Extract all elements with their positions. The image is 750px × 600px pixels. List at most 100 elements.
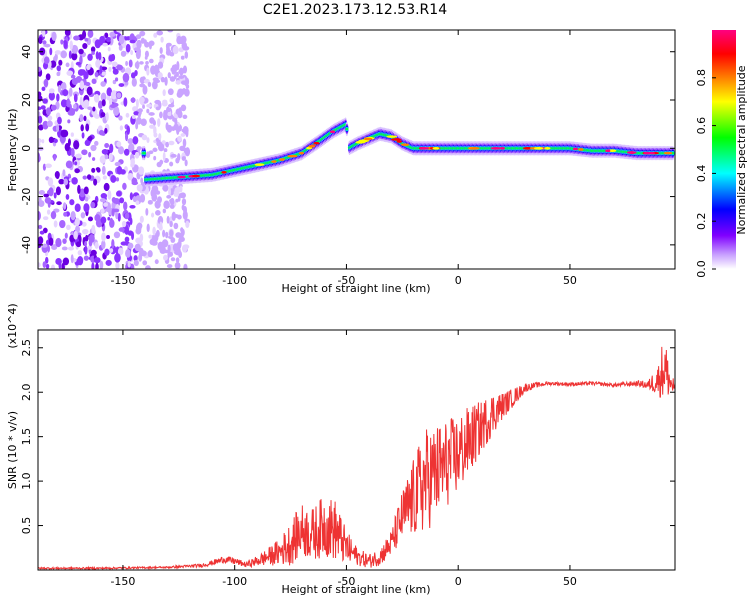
spectrogram-noise-blob (38, 189, 45, 195)
spectrogram-noise-blob (163, 249, 170, 254)
spectrogram-noise-blob (135, 200, 140, 205)
spectrogram-noise-blob (125, 60, 128, 67)
spectrogram-noise-blob (64, 232, 68, 239)
spectrogram-noise-blob (136, 222, 143, 230)
spectrogram-noise-blob (133, 259, 139, 266)
spectrogram-noise-blob (79, 96, 83, 106)
spectrogram-noise-blob (146, 103, 153, 108)
spectrogram-noise-blob (103, 182, 110, 192)
spectrogram-noise-blob (73, 35, 80, 41)
spectrogram-noise-blob (50, 210, 57, 220)
spectrogram-noise-blob (74, 161, 78, 166)
spectrogram-noise-blob (167, 72, 171, 79)
spectrogram-noise-blob (178, 75, 185, 79)
spectrogram-noise-blob (148, 58, 154, 64)
spectrogram-peak-spot (396, 140, 403, 143)
spectrogram-noise-blob (83, 71, 89, 80)
spectrogram-noise-blob (45, 256, 49, 264)
spectrogram-noise-blob (38, 115, 43, 124)
spectrogram-noise-blob (62, 169, 66, 177)
snr-ylabel: SNR (10 * v/v) (6, 411, 19, 489)
spectrogram-noise-blob (48, 187, 54, 197)
spectrogram-peak-spot (278, 158, 285, 161)
spectrogram-noise-blob (142, 104, 145, 109)
colorbar-tick-label: 0.2 (695, 212, 708, 230)
snr-panel: -150 -100 -50 0 50 0.5 1.0 1.5 2.0 2.5 Height of … (6, 303, 676, 596)
spectrogram-noise-blob (135, 122, 139, 130)
spectrogram-noise-blob (176, 35, 183, 45)
spectrogram-noise-blob (77, 250, 83, 256)
spectrogram-noise-blob (167, 30, 174, 33)
spectrogram-xtick-label: -50 (337, 274, 355, 287)
spectrogram-noise-blob (74, 168, 80, 174)
spectrogram-peak-spot (608, 149, 617, 153)
spectrogram-noise-blob (62, 238, 67, 244)
spectrogram-noise-blob (180, 80, 188, 85)
spectrogram-noise-blob (55, 258, 62, 265)
spectrogram-noise-blob (101, 165, 106, 176)
spectrogram-ridge-cell (345, 127, 349, 131)
spectrogram-noise-blob (98, 129, 105, 136)
spectrogram-noise-blob (41, 30, 46, 38)
spectrogram-xtick-label: -100 (222, 274, 247, 287)
spectrogram-noise-blob (157, 143, 165, 152)
spectrogram-noise-blob (71, 52, 78, 61)
spectrogram-noise-blob (130, 158, 136, 166)
spectrogram-noise-blob (86, 86, 93, 96)
spectrogram-noise-blob (60, 99, 68, 108)
spectrogram-noise-blob (118, 115, 123, 121)
spectrogram-noise-blob (152, 226, 156, 236)
spectrogram-noise-blob (131, 181, 139, 186)
spectrogram-noise-blob (83, 186, 89, 195)
spectrogram-panel: -150 -100 -50 0 50 -40 -20 0 20 40 Height of stra… (6, 29, 676, 295)
spectrogram-noise-blob (157, 196, 162, 204)
spectrogram-noise-blob (130, 263, 135, 269)
snr-multiplier: (x10^4) (6, 303, 19, 348)
spectrogram-peak-spot (298, 151, 305, 155)
spectrogram-noise-blob (146, 266, 150, 269)
spectrogram-noise-blob (169, 204, 175, 209)
spectrogram-noise-blob (61, 262, 65, 269)
spectrogram-noise-blob (103, 202, 109, 207)
spectrogram-noise-blob (82, 30, 87, 39)
spectrogram-noise-blob (117, 247, 124, 256)
spectrogram-noise-blob (147, 81, 152, 87)
spectrogram-noise-blob (180, 192, 186, 199)
spectrogram-noise-blob (116, 64, 124, 71)
spectrogram-noise-blob (151, 193, 158, 202)
spectrogram-noise-blob (96, 168, 101, 173)
snr-xlabel: Height of straight line (km) (281, 583, 430, 596)
spectrogram-peak-spot (646, 151, 656, 155)
spectrogram-noise-blob (79, 80, 85, 90)
spectrogram-noise-blob (70, 254, 74, 264)
spectrogram-noise-blob (99, 198, 106, 203)
spectrogram-noise-blob (142, 85, 148, 95)
spectrogram-noise-blob (62, 202, 67, 210)
spectrogram-noise-blob (104, 142, 110, 148)
spectrogram-noise-blob (81, 221, 87, 227)
spectrogram-noise-blob (127, 138, 134, 145)
spectrogram-noise-blob (38, 95, 43, 102)
spectrogram-noise-blob (99, 260, 104, 269)
spectrogram-noise-blob (99, 65, 103, 75)
spectrogram-noise-blob (164, 76, 168, 86)
spectrogram-noise-blob (182, 138, 187, 148)
spectrogram-noise-blob (151, 185, 159, 194)
spectrogram-noise-blob (156, 30, 164, 36)
spectrogram-noise-blob (151, 212, 155, 218)
spectrogram-noise-blob (91, 262, 95, 269)
spectrogram-noise-blob (136, 117, 142, 125)
spectrogram-noise-blob (46, 120, 53, 127)
spectrogram-noise-blob (67, 119, 71, 124)
spectrogram-noise-blob (126, 125, 131, 135)
colorbar-tick-label: 0.8 (695, 69, 708, 87)
spectrogram-noise-blob (147, 199, 153, 205)
spectrogram-noise-blob (172, 45, 179, 55)
spectrogram-noise-blob (173, 222, 179, 230)
spectrogram-noise-blob (62, 257, 70, 266)
spectrogram-noise-blob (175, 257, 180, 264)
spectrogram-noise-blob (105, 112, 109, 122)
spectrogram-ridge-cell (671, 151, 675, 155)
spectrogram-noise-blob (93, 93, 100, 103)
spectrogram-noise-blob (112, 68, 119, 75)
